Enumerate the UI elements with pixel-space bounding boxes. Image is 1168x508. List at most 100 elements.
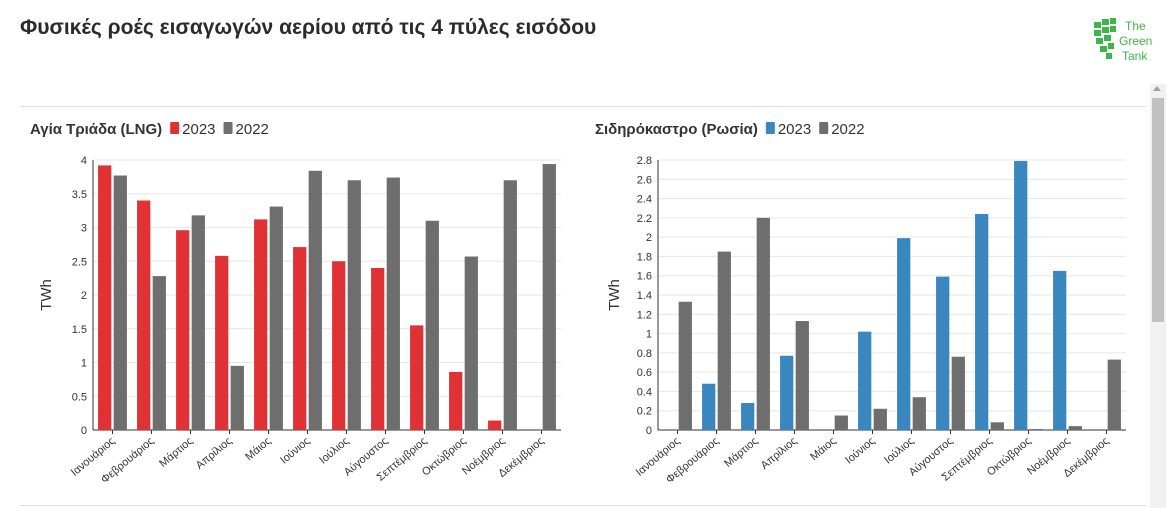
section-divider-top — [20, 106, 1146, 107]
logo-mark-icon — [1094, 18, 1116, 59]
bar-2023-4 — [254, 219, 268, 430]
y-tick-label: 3.5 — [72, 189, 87, 201]
y-tick-label: 0.8 — [637, 348, 652, 360]
x-tick-label: Μάιος — [243, 435, 273, 463]
bar-2023-1 — [702, 383, 716, 430]
page-title: Φυσικές ροές εισαγωγών αερίου από τις 4 … — [20, 16, 597, 39]
y-tick-label: 0 — [81, 425, 87, 437]
y-axis-label: TWh — [606, 279, 623, 311]
y-tick-label: 3 — [81, 223, 87, 235]
y-tick-label: 0.5 — [72, 391, 87, 403]
bar-2023-8 — [410, 325, 424, 430]
bar-2022-5 — [308, 170, 322, 431]
chart-title: Αγία Τριάδα (LNG) — [30, 121, 162, 138]
bar-2022-6 — [912, 397, 926, 430]
bar-2022-9 — [464, 256, 478, 430]
y-tick-label: 4 — [81, 155, 87, 167]
scrollbar-thumb[interactable] — [1152, 98, 1164, 322]
bar-2022-1 — [152, 276, 166, 430]
chart-agia-triada: Αγία Τριάδα (LNG) 2023 2022 0 0.5 1 1.5 2 2.5 3 3.… — [30, 121, 561, 486]
bar-2023-5 — [858, 331, 872, 430]
y-tick-label: 2.5 — [72, 256, 87, 268]
y-tick-label: 2.6 — [637, 174, 652, 186]
y-tick-label: 1 — [646, 329, 652, 341]
bar-2023-2 — [741, 403, 755, 430]
y-tick-label: 1.5 — [72, 324, 87, 336]
bar-2022-4 — [269, 206, 283, 430]
bar-2022-1 — [717, 251, 731, 430]
y-tick-label: 2 — [646, 232, 652, 244]
logo-text-tank: Tank — [1122, 49, 1148, 63]
y-tick-label: 2.2 — [637, 213, 652, 225]
bar-2023-0 — [98, 165, 112, 430]
bar-2022-4 — [834, 415, 848, 430]
bar-2022-10 — [1068, 426, 1082, 430]
bar-2022-10 — [503, 180, 517, 430]
y-tick-label: 0.4 — [637, 386, 652, 398]
bar-2022-5 — [873, 408, 887, 430]
bar-2023-3 — [215, 255, 229, 430]
x-tick-label: Ιούνιος — [843, 435, 877, 466]
y-tick-label: 2.4 — [637, 194, 652, 206]
bar-2023-7 — [371, 268, 385, 430]
bar-2023-1 — [137, 200, 151, 430]
y-tick-label: 1.6 — [637, 271, 652, 283]
bar-2023-7 — [936, 276, 950, 430]
section-divider-bottom — [20, 505, 1146, 506]
x-tick-label: Μάρτιος — [157, 435, 195, 470]
bar-2022-6 — [347, 180, 361, 430]
bar-2022-11 — [542, 164, 556, 431]
bar-2023-9 — [449, 371, 463, 430]
bar-2023-10 — [488, 420, 502, 430]
bar-2023-3 — [780, 355, 794, 430]
legend-swatch-2022 — [819, 122, 829, 134]
y-tick-label: 1.2 — [637, 309, 652, 321]
the-green-tank-logo: The Green Tank — [1094, 18, 1152, 63]
bar-2023-2 — [176, 230, 190, 430]
x-tick-label: Ιούλιος — [882, 435, 916, 466]
bar-2023-8 — [975, 214, 989, 430]
chart-title: Σιδηρόκαστρο (Ρωσία) — [595, 121, 758, 138]
y-tick-label: 2 — [81, 290, 87, 302]
legend-swatch-2022 — [223, 122, 233, 134]
bar-2022-8 — [425, 220, 439, 430]
legend-swatch-2023 — [765, 122, 775, 134]
chart-sidirokastro: Σιδηρόκαστρο (Ρωσία) 2023 2022 0 0.2 0.4 0.6 0.… — [595, 121, 1126, 486]
x-tick-label: Μάιος — [808, 435, 838, 463]
legend-label-2022: 2022 — [831, 121, 864, 138]
x-tick-label: Ιούνιος — [278, 435, 312, 466]
x-tick-label: Μάρτιος — [722, 435, 760, 470]
legend-label-2023: 2023 — [182, 121, 215, 138]
bar-2023-9 — [1014, 160, 1028, 430]
bar-2022-7 — [951, 356, 965, 430]
y-tick-label: 0.6 — [637, 367, 652, 379]
logo-text-the: The — [1125, 19, 1146, 33]
x-tick-label: Απρίλιος — [759, 435, 800, 472]
bar-2022-0 — [113, 175, 127, 430]
bar-2022-7 — [386, 177, 400, 430]
y-axis-label: TWh — [38, 279, 55, 311]
x-tick-label: Απρίλιος — [194, 435, 235, 472]
legend-swatch-2023 — [170, 122, 180, 134]
bar-2023-6 — [897, 238, 911, 430]
x-tick-label: Ιούλιος — [317, 435, 351, 466]
legend-label-2023: 2023 — [778, 121, 811, 138]
bar-2023-5 — [293, 247, 307, 430]
bar-2022-8 — [990, 422, 1004, 430]
y-tick-label: 1.4 — [637, 290, 652, 302]
bar-2022-3 — [795, 321, 809, 430]
bar-2023-6 — [332, 261, 346, 430]
bar-2022-11 — [1107, 359, 1121, 430]
y-tick-label: 1.8 — [637, 251, 652, 263]
bar-2022-2 — [191, 215, 205, 430]
y-tick-label: 1 — [81, 358, 87, 370]
y-tick-label: 0 — [646, 425, 652, 437]
scroll-up-arrow-icon[interactable] — [1153, 86, 1161, 91]
bar-2022-0 — [678, 301, 692, 430]
y-tick-label: 0.2 — [637, 406, 652, 418]
logo-text-green: Green — [1119, 34, 1152, 48]
bar-2023-10 — [1053, 270, 1067, 430]
bar-2022-2 — [756, 217, 770, 430]
y-tick-label: 2.8 — [637, 155, 652, 167]
bar-2022-3 — [230, 365, 244, 430]
